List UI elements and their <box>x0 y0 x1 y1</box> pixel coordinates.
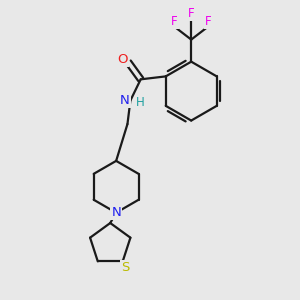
Text: H: H <box>136 96 145 110</box>
Text: N: N <box>111 206 121 219</box>
Text: O: O <box>117 53 128 66</box>
Text: F: F <box>205 15 211 28</box>
Text: N: N <box>120 94 130 107</box>
Text: S: S <box>121 261 129 274</box>
Text: F: F <box>171 15 178 28</box>
Text: F: F <box>188 8 194 20</box>
